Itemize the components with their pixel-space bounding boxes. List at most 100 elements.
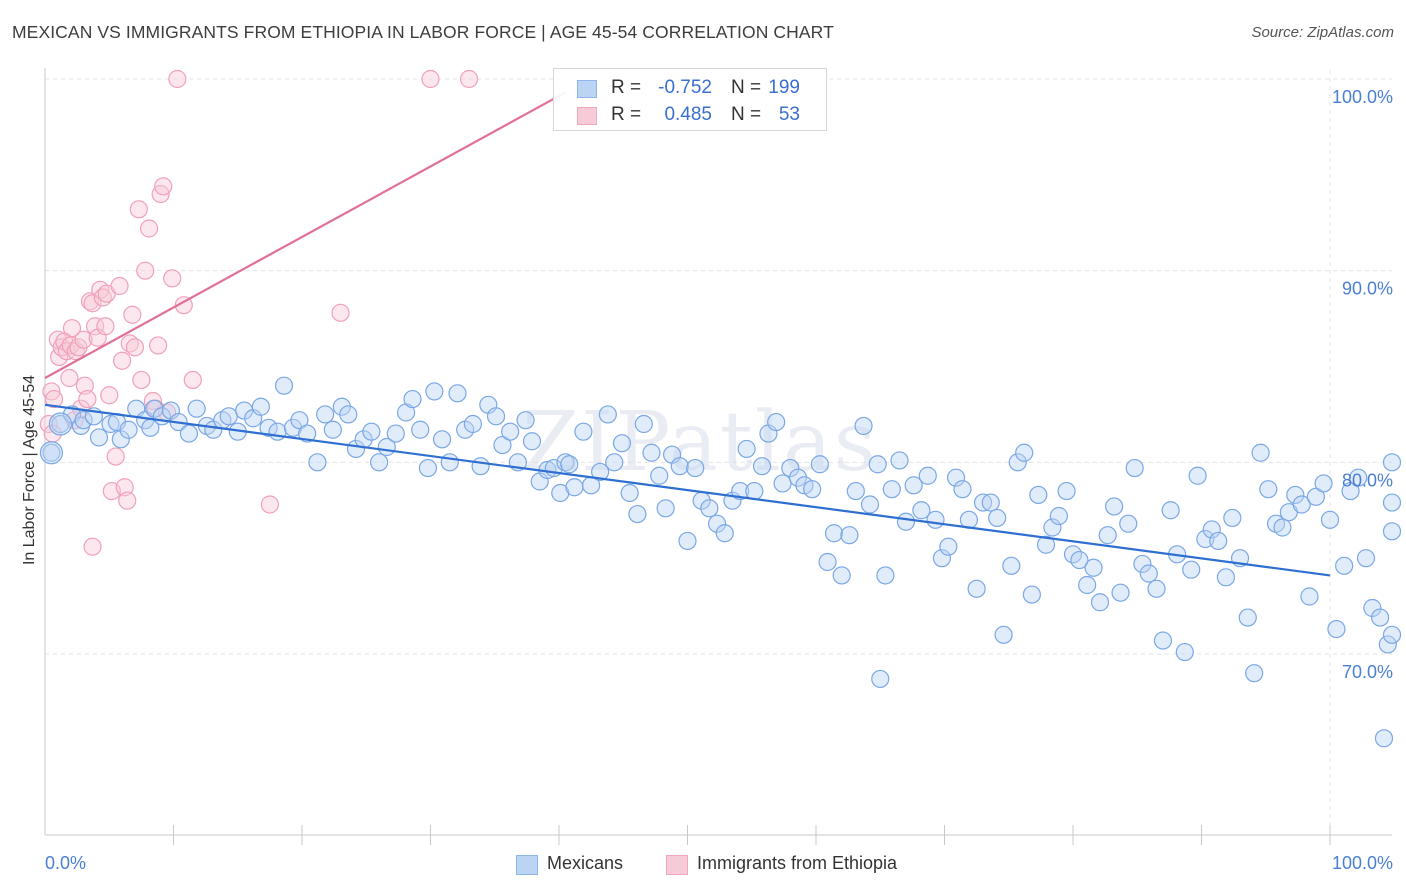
ethiopia-trendline bbox=[44, 91, 566, 379]
mexicans-point bbox=[362, 422, 381, 441]
mexicans-point bbox=[119, 420, 138, 439]
ethiopia-point bbox=[96, 317, 115, 336]
mexicans-point bbox=[860, 495, 880, 514]
mexicans-point bbox=[1147, 579, 1166, 598]
mexicans-point bbox=[1133, 554, 1152, 574]
mexicans-point bbox=[605, 453, 624, 472]
r-label: R = bbox=[611, 104, 642, 125]
stats-row-ethiopia: R = 0.485 N = 53 bbox=[554, 102, 826, 128]
mexicans-point bbox=[1036, 535, 1056, 554]
mexicans-point bbox=[1335, 556, 1354, 575]
n-label: N = bbox=[731, 104, 762, 125]
mexicans-point bbox=[591, 462, 610, 482]
mexicans-point bbox=[471, 457, 490, 476]
legend-label: Immigrants from Ethiopia bbox=[697, 853, 898, 873]
mexicans-point bbox=[370, 453, 389, 472]
mexicans-point bbox=[781, 458, 800, 478]
ethiopia-point bbox=[44, 389, 64, 409]
mexicans-point bbox=[1057, 481, 1076, 501]
mexicans-point bbox=[731, 481, 750, 501]
mexicans-point bbox=[1382, 625, 1402, 644]
mexicans-point bbox=[522, 432, 542, 451]
r-value: 0.485 bbox=[664, 104, 712, 125]
mexicans-point bbox=[1139, 564, 1158, 583]
legend-label: Mexicans bbox=[547, 853, 624, 873]
mexicans-point bbox=[926, 510, 945, 529]
mexicans-swatch bbox=[577, 80, 597, 98]
mexicans-point bbox=[1363, 598, 1382, 618]
mexicans-point bbox=[967, 579, 986, 598]
mexicans-point bbox=[486, 407, 506, 426]
mexicans-point bbox=[810, 455, 829, 474]
mexicans-point bbox=[251, 397, 270, 416]
mexicans-point bbox=[493, 435, 512, 455]
mexicans-point bbox=[890, 451, 909, 470]
mexicans-point bbox=[868, 455, 887, 474]
ethiopia-point bbox=[110, 276, 129, 296]
mexicans-point bbox=[1008, 453, 1027, 472]
ethiopia-swatch bbox=[577, 107, 597, 125]
ethiopia-point bbox=[62, 319, 82, 338]
ethiopia-point bbox=[86, 317, 105, 336]
mexicans-point bbox=[1320, 510, 1340, 529]
mexicans-point bbox=[1153, 631, 1173, 650]
ethiopia-point bbox=[75, 376, 94, 395]
series-ethiopia bbox=[39, 69, 479, 556]
source-label: Source: ZipAtlas.com bbox=[1251, 24, 1394, 41]
mexicans-legend-swatch bbox=[516, 855, 538, 875]
mexicans-point bbox=[179, 424, 199, 443]
mexicans-point bbox=[1300, 587, 1319, 606]
mexicans-point bbox=[1119, 514, 1138, 533]
mexicans-point bbox=[42, 443, 61, 462]
mexicans-point bbox=[871, 669, 890, 689]
mexicans-point bbox=[656, 499, 675, 518]
ethiopia-point bbox=[129, 200, 148, 219]
mexicans-point bbox=[912, 501, 931, 520]
mexicans-point bbox=[219, 407, 238, 426]
mexicans-point bbox=[678, 531, 697, 551]
mexicans-point bbox=[1182, 560, 1201, 579]
mexicans-point bbox=[516, 411, 535, 430]
mexicans-point bbox=[700, 499, 719, 518]
x-tick-label: 0.0% bbox=[45, 853, 86, 873]
ethiopia-point bbox=[74, 330, 93, 349]
mexicans-point bbox=[411, 420, 430, 439]
mexicans-point bbox=[74, 411, 93, 430]
n-value: 53 bbox=[778, 104, 800, 125]
mexicans-point bbox=[274, 376, 294, 395]
mexicans-point bbox=[973, 493, 993, 512]
mexicans-point bbox=[1098, 526, 1117, 545]
y-tick-label: 100.0% bbox=[1332, 87, 1393, 107]
mexicans-point bbox=[946, 468, 966, 487]
ethiopia-point bbox=[106, 447, 125, 466]
mexicans-point bbox=[1286, 485, 1305, 505]
ethiopia-point bbox=[83, 537, 102, 556]
ethiopia-point bbox=[118, 491, 137, 510]
ethiopia-point bbox=[183, 370, 202, 390]
mexicans-point bbox=[1327, 619, 1346, 639]
mexicans-point bbox=[628, 504, 647, 524]
ethiopia-point bbox=[154, 177, 173, 196]
mexicans-point bbox=[854, 416, 873, 436]
mexicans-point bbox=[1209, 531, 1228, 551]
r-value: -0.752 bbox=[658, 77, 712, 98]
ethiopia-point bbox=[112, 351, 132, 370]
ethiopia-point bbox=[139, 219, 159, 238]
mexicans-point bbox=[918, 466, 937, 485]
mexicans-point bbox=[904, 476, 923, 495]
r-label: R = bbox=[611, 77, 642, 98]
mexicans-point bbox=[403, 389, 422, 409]
mexicans-point bbox=[1188, 466, 1207, 485]
mexicans-point bbox=[1245, 664, 1264, 683]
mexicans-point bbox=[1382, 522, 1402, 541]
ethiopia-point bbox=[60, 368, 79, 388]
mexicans-point bbox=[686, 458, 705, 478]
mexicans-point bbox=[298, 424, 317, 443]
mexicans-point bbox=[745, 481, 764, 501]
mexicans-point bbox=[268, 422, 287, 441]
mexicans-point bbox=[418, 458, 438, 478]
mexicans-point bbox=[650, 466, 669, 485]
mexicans-point bbox=[932, 549, 952, 568]
mexicans-point bbox=[316, 405, 335, 424]
mexicans-point bbox=[1371, 608, 1390, 627]
